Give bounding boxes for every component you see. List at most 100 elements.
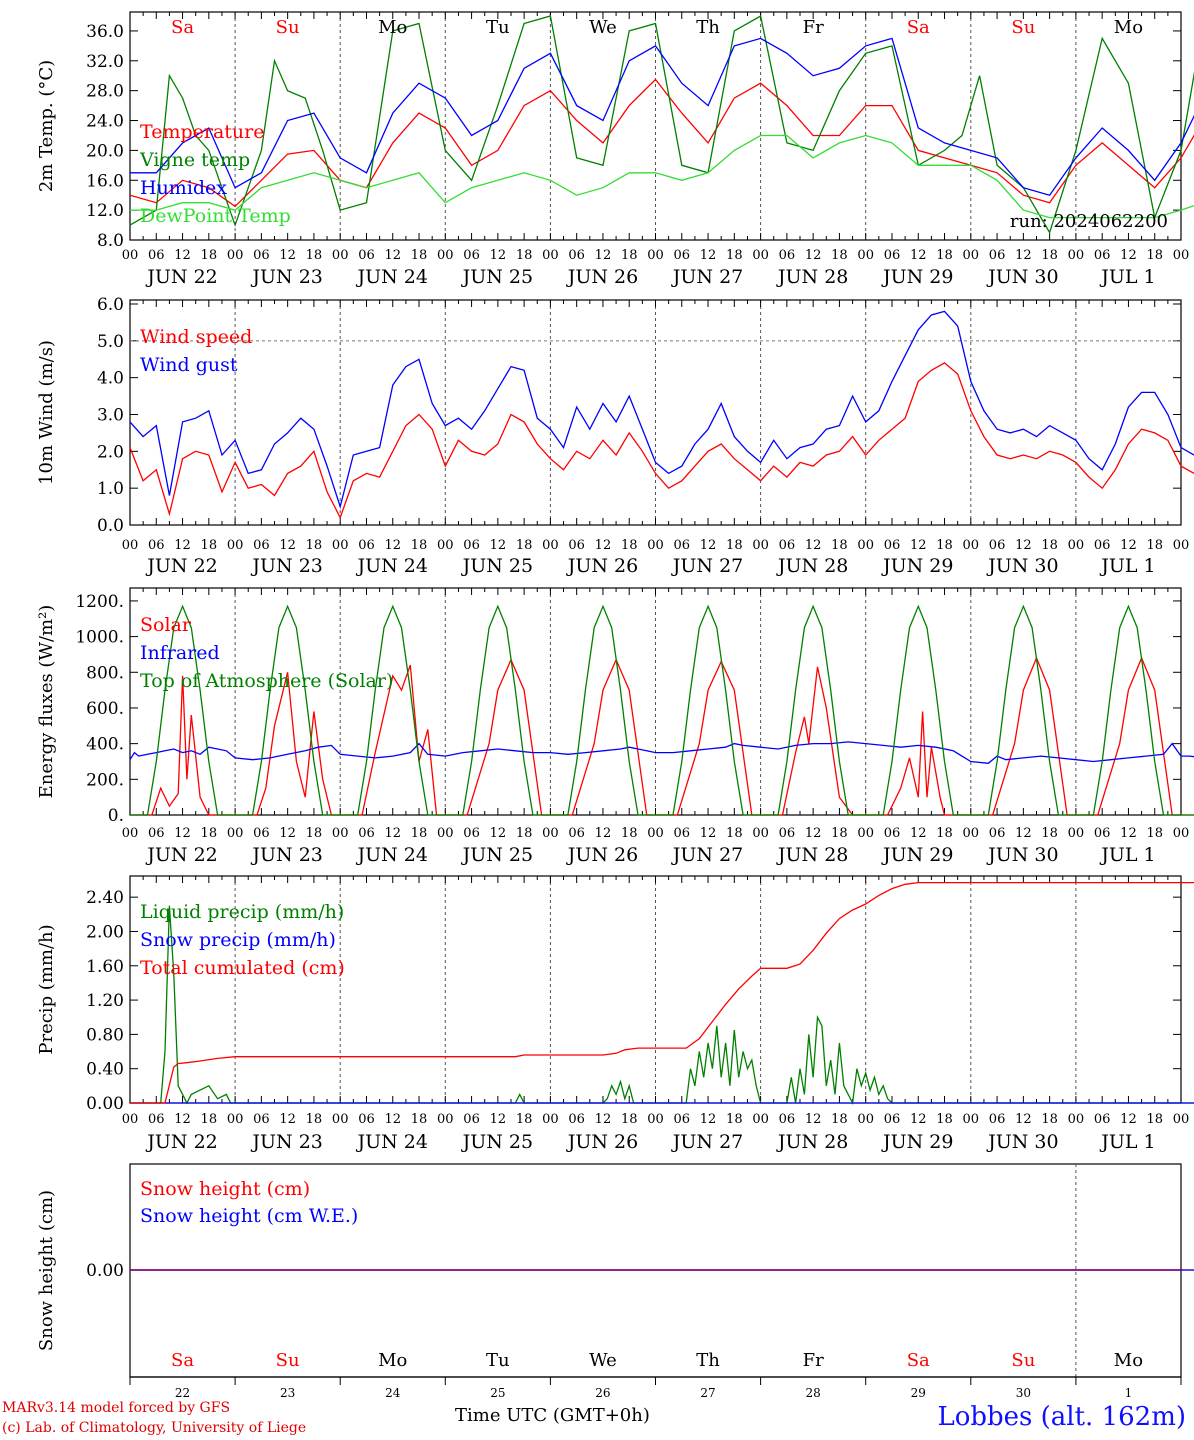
y-tick-label: 800.: [86, 663, 124, 683]
hour-label: 00: [1173, 538, 1190, 553]
weekday-label: Th: [696, 17, 720, 38]
weekday-label: Mo: [1114, 1350, 1143, 1371]
hour-label: 00: [122, 1112, 139, 1127]
hour-label: 00: [332, 248, 349, 263]
hour-label: 00: [647, 1112, 664, 1127]
hour-label: 18: [831, 538, 848, 553]
hour-label: 18: [411, 248, 428, 263]
hour-label: 06: [779, 826, 796, 841]
y-tick-label: 1.0: [97, 479, 124, 499]
hour-label: 00: [963, 538, 980, 553]
hour-label: 18: [726, 538, 743, 553]
hour-label: 06: [358, 248, 375, 263]
day-label: JUN 27: [671, 844, 743, 866]
day-label: JUN 24: [356, 555, 428, 577]
day-number: 29: [911, 1386, 926, 1400]
hour-label: 06: [989, 1112, 1006, 1127]
series-line: [129, 310, 1194, 509]
hour-label: 00: [122, 826, 139, 841]
hour-label: 00: [647, 538, 664, 553]
weekday-label: Su: [1011, 1350, 1035, 1371]
legend-entry: Liquid precip (mm/h): [140, 901, 344, 923]
hour-label: 06: [1094, 538, 1111, 553]
y-tick-label: 0.00: [86, 1094, 124, 1114]
hour-label: 18: [621, 538, 638, 553]
hour-label: 00: [752, 538, 769, 553]
hour-label: 18: [936, 1112, 953, 1127]
y-tick-label: 1.60: [86, 957, 124, 977]
panel-3: 1200. 1000. 800. 600. 400. 200. 0. Energy fluxe…: [36, 587, 1194, 866]
day-label: JUL 1: [1099, 1131, 1155, 1153]
weekday-label: Mo: [378, 17, 407, 38]
hour-label: 00: [542, 1112, 559, 1127]
weekday-label: Th: [696, 1350, 720, 1371]
hour-label: 18: [201, 1112, 218, 1127]
day-label: JUN 29: [881, 555, 953, 577]
y-tick-label: 200.: [86, 770, 124, 790]
hour-label: 00: [752, 248, 769, 263]
y-axis-title: Snow height (cm): [36, 1190, 57, 1351]
hour-label: 12: [910, 826, 927, 841]
y-tick-label: 3.0: [97, 406, 124, 426]
hour-label: 00: [1068, 538, 1085, 553]
hour-label: 12: [1015, 248, 1032, 263]
hour-label: 00: [1173, 248, 1190, 263]
hour-label: 12: [279, 826, 296, 841]
hour-label: 00: [752, 826, 769, 841]
day-number: 22: [175, 1386, 190, 1400]
y-tick-label: 28.0: [86, 82, 124, 102]
hour-label: 18: [621, 248, 638, 263]
hour-label: 00: [857, 248, 874, 263]
y-tick-label: 2.40: [86, 888, 124, 908]
day-label: JUN 30: [986, 266, 1058, 288]
weekday-label: Mo: [1114, 17, 1143, 38]
legend-entry: Solar: [140, 614, 192, 636]
weekday-label: Fr: [803, 1350, 824, 1371]
y-tick-label: 0.0: [97, 516, 124, 536]
hour-label: 00: [437, 538, 454, 553]
legend-entry: Snow height (cm W.E.): [140, 1205, 358, 1227]
hour-label: 12: [1120, 538, 1137, 553]
y-tick-label: 24.0: [86, 112, 124, 132]
y-tick-label: 20.0: [86, 141, 124, 161]
panel-2: 6.0 5.0 4.0 3.0 2.0 1.0 0.0 10m Wind (m/s) Wind …: [36, 295, 1194, 577]
hour-label: 12: [279, 538, 296, 553]
day-label: JUN 25: [461, 1131, 533, 1153]
day-label: JUN 23: [250, 266, 322, 288]
hour-label: 12: [174, 248, 191, 263]
hour-label: 06: [884, 1112, 901, 1127]
weekday-label: Sa: [171, 1350, 194, 1371]
weekday-label: Tu: [486, 17, 510, 38]
y-tick-label: 6.0: [97, 295, 124, 315]
hour-label: 12: [384, 248, 401, 263]
hour-label: 12: [490, 826, 507, 841]
weekday-label: Fr: [803, 17, 824, 38]
legend-entry: Temperature: [140, 121, 264, 143]
hour-label: 12: [174, 538, 191, 553]
hour-label: 12: [805, 538, 822, 553]
hour-label: 00: [857, 1112, 874, 1127]
hour-label: 00: [1173, 1112, 1190, 1127]
hour-label: 06: [1094, 248, 1111, 263]
hour-label: 12: [700, 1112, 717, 1127]
hour-label: 06: [989, 538, 1006, 553]
hour-label: 06: [674, 538, 691, 553]
y-tick-label: 12.0: [86, 201, 124, 221]
day-number: 23: [280, 1386, 295, 1400]
legend-entry: Infrared: [140, 642, 220, 664]
hour-label: 06: [253, 538, 270, 553]
hour-label: 06: [358, 538, 375, 553]
series-line: [129, 78, 1194, 208]
hour-label: 18: [411, 1112, 428, 1127]
hour-label: 18: [201, 538, 218, 553]
day-label: JUN 27: [671, 555, 743, 577]
y-tick-label: 32.0: [86, 52, 124, 72]
hour-label: 06: [1094, 1112, 1111, 1127]
day-label: JUN 26: [566, 844, 638, 866]
hour-label: 12: [174, 1112, 191, 1127]
station-name: Lobbes (alt. 162m): [937, 1402, 1186, 1432]
legend-entry: Wind speed: [140, 326, 252, 348]
hour-label: 06: [253, 826, 270, 841]
hour-label: 12: [384, 538, 401, 553]
series-line: [130, 37, 1194, 196]
